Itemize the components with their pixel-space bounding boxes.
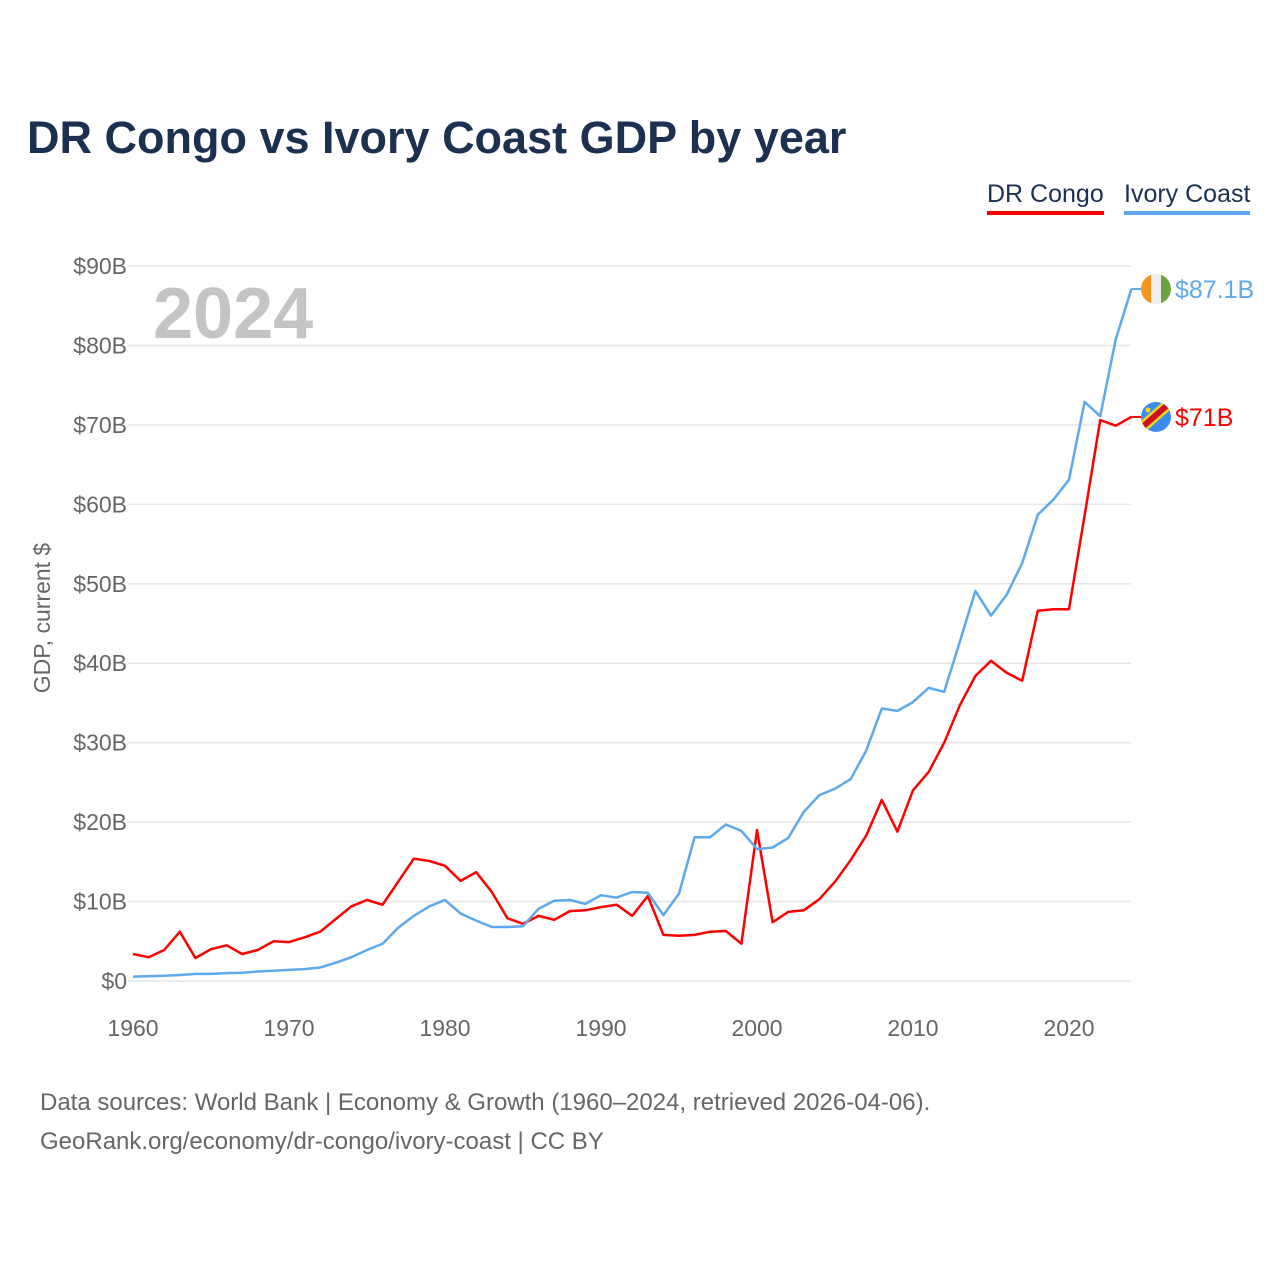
- series-line-dr-congo: [132, 415, 1133, 960]
- x-tick-label: 2000: [731, 1015, 782, 1041]
- y-tick-label: $80B: [73, 332, 127, 358]
- series-line-ivory-coast: [132, 288, 1133, 978]
- y-tick-label: $30B: [73, 730, 127, 756]
- footer: Data sources: World Bank | Economy & Gro…: [40, 1083, 930, 1161]
- ivory-coast-flag-icon: [1141, 274, 1171, 305]
- source-link[interactable]: GeoRank.org/economy/dr-congo/ivory-coast…: [40, 1128, 604, 1155]
- x-tick-label: 1960: [107, 1015, 158, 1041]
- x-tick-label: 1980: [419, 1015, 470, 1041]
- x-tick-label: 1970: [263, 1015, 314, 1041]
- x-tick-label: 2020: [1043, 1015, 1094, 1041]
- y-tick-label: $10B: [73, 889, 127, 915]
- x-tick-label: 1990: [575, 1015, 626, 1041]
- y-tick-label: $70B: [73, 412, 127, 438]
- y-tick-label: $20B: [73, 809, 127, 835]
- legend-dr-congo[interactable]: DR Congo: [987, 180, 1104, 215]
- end-value-label: $71B: [1175, 404, 1233, 432]
- y-tick-label: $60B: [73, 491, 127, 517]
- y-tick-label: $0: [101, 968, 127, 994]
- legend-ivory-coast[interactable]: Ivory Coast: [1124, 180, 1251, 215]
- dr-congo-flag-icon: [1141, 401, 1171, 432]
- y-tick-label: $40B: [73, 650, 127, 676]
- end-value-label: $87.1B: [1175, 276, 1254, 304]
- y-tick-label: $50B: [73, 571, 127, 597]
- year-watermark: 2024: [153, 274, 313, 354]
- chart-title: DR Congo vs Ivory Coast GDP by year: [27, 112, 847, 163]
- y-axis-label: GDP, current $: [29, 543, 55, 694]
- data-sources-note: Data sources: World Bank | Economy & Gro…: [40, 1089, 931, 1116]
- y-tick-label: $90B: [73, 253, 127, 279]
- x-tick-label: 2010: [887, 1015, 938, 1041]
